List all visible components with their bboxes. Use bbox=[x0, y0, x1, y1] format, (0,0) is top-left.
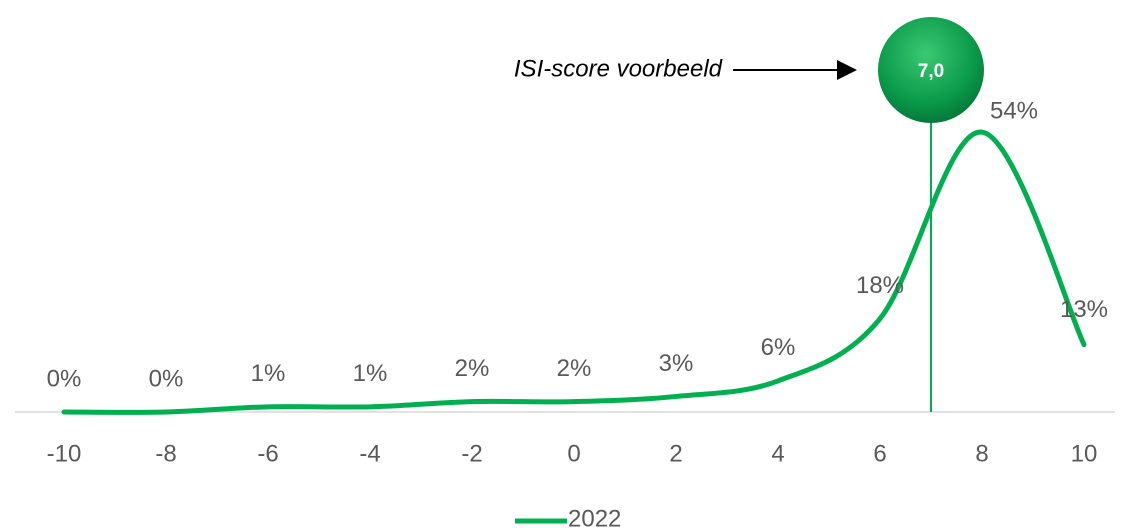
data-label: 3% bbox=[659, 350, 694, 377]
data-label: 0% bbox=[149, 365, 184, 392]
data-label: 1% bbox=[353, 360, 388, 387]
annotation: ISI-score voorbeeld bbox=[514, 55, 723, 82]
x-tick-label: 2 bbox=[669, 440, 682, 467]
marker-ball bbox=[878, 17, 984, 123]
x-tick-label: -8 bbox=[155, 440, 176, 467]
x-tick-label: 4 bbox=[771, 440, 784, 467]
data-label: 0% bbox=[47, 365, 82, 392]
x-tick-label: -10 bbox=[47, 440, 82, 467]
x-tick-label: -2 bbox=[461, 440, 482, 467]
data-label: 54% bbox=[990, 97, 1038, 124]
data-label: 2% bbox=[455, 355, 490, 382]
line bbox=[61, 129, 1087, 415]
x-tick-label: -6 bbox=[257, 440, 278, 467]
x-tick-label: -4 bbox=[359, 440, 380, 467]
x-tick-label: 6 bbox=[873, 440, 886, 467]
data-label: 18% bbox=[856, 272, 904, 299]
data-label: 13% bbox=[1060, 296, 1108, 323]
marker-label: 7,0 bbox=[918, 61, 944, 82]
data-label: 6% bbox=[761, 334, 796, 361]
data-label: 2% bbox=[557, 355, 592, 382]
data-label: 1% bbox=[251, 360, 286, 387]
legend-label: 2022 bbox=[568, 505, 621, 531]
x-tick-label: 8 bbox=[975, 440, 988, 467]
x-tick-label: 10 bbox=[1071, 440, 1098, 467]
x-tick-label: 0 bbox=[567, 440, 580, 467]
